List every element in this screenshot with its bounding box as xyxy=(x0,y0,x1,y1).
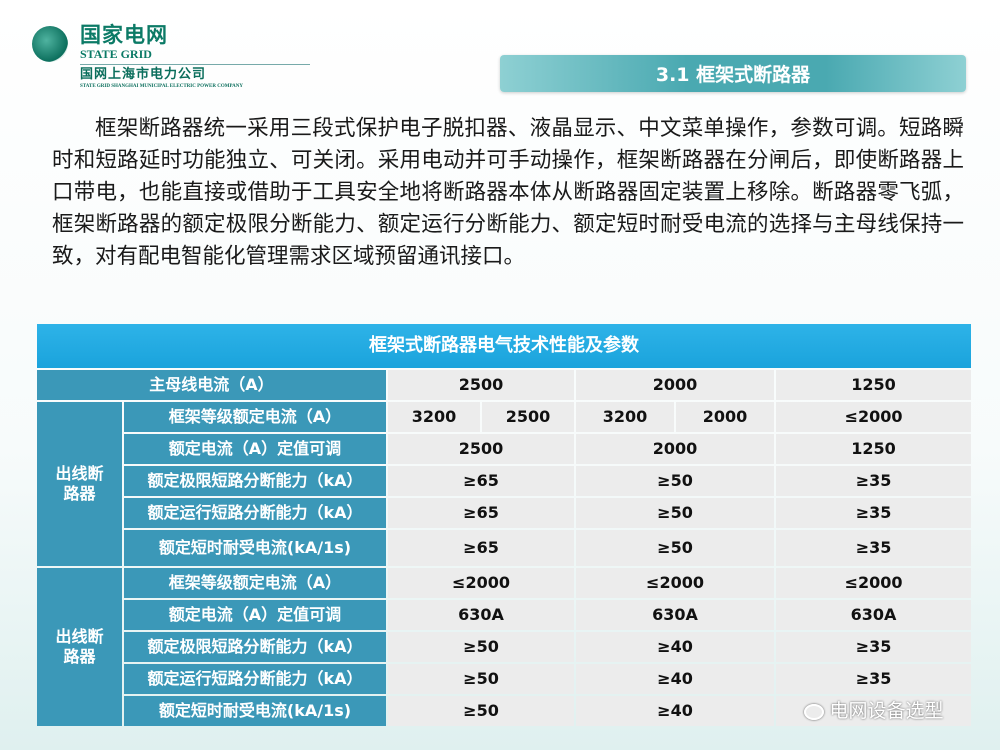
table-row: 额定运行短路分断能力（kA） ≥65 ≥50 ≥35 xyxy=(37,498,972,528)
cell: ≥40 xyxy=(576,664,774,694)
table-row: 额定极限短路分断能力（kA） ≥50 ≥40 ≥35 xyxy=(37,632,972,662)
body-paragraph: 框架断路器统一采用三段式保护电子脱扣器、液晶显示、中文菜单操作，参数可调。短路瞬… xyxy=(52,116,964,269)
row-label: 额定极限短路分断能力（kA） xyxy=(124,466,386,496)
table-row: 主母线电流（A） 2500 2000 1250 xyxy=(37,370,972,400)
cell: ≥50 xyxy=(388,632,574,662)
row-label: 额定短时耐受电流(kA/1s) xyxy=(124,530,386,566)
cell: ≥35 xyxy=(776,664,972,694)
cell: 1250 xyxy=(776,370,972,400)
table-row: 额定电流（A）定值可调 2500 2000 1250 xyxy=(37,434,972,464)
table-row: 额定短时耐受电流(kA/1s) ≥65 ≥50 ≥35 xyxy=(37,530,972,566)
table-row: 额定电流（A）定值可调 630A 630A 630A xyxy=(37,600,972,630)
cell: ≤2000 xyxy=(776,568,972,598)
row-label: 额定电流（A）定值可调 xyxy=(124,600,386,630)
cell: ≥40 xyxy=(576,632,774,662)
table-row: 出线断路器 框架等级额定电流（A） ≤2000 ≤2000 ≤2000 xyxy=(37,568,972,726)
table-row: 额定运行短路分断能力（kA） ≥50 ≥40 ≥35 xyxy=(37,664,972,694)
cell: 630A xyxy=(388,600,574,630)
cell: ≥65 xyxy=(388,530,574,566)
row-label: 框架等级额定电流（A） xyxy=(124,402,386,432)
cell: ≥35 xyxy=(776,632,972,662)
parameters-table: 框架式断路器电气技术性能及参数 主母线电流（A） 2500 2000 1250 … xyxy=(35,322,973,728)
section-title: 3.1 框架式断路器 xyxy=(500,55,966,92)
cell: ≤2000 xyxy=(776,402,972,432)
table-title-row: 框架式断路器电气技术性能及参数 xyxy=(37,324,972,368)
cell: ≥65 xyxy=(388,498,574,528)
table-row: 出线断路器 框架等级额定电流（A） 3200 2500 3200 2000 ≤2… xyxy=(37,402,972,566)
table-title: 框架式断路器电气技术性能及参数 xyxy=(37,324,972,368)
cell: 3200 xyxy=(576,402,674,432)
cell: 2000 xyxy=(676,402,774,432)
cell: 2000 xyxy=(576,370,774,400)
row-label: 额定运行短路分断能力（kA） xyxy=(124,664,386,694)
cell: ≤2000 xyxy=(576,568,774,598)
brand-en: STATE GRID xyxy=(80,47,152,61)
cell: ≥50 xyxy=(576,466,774,496)
table-row: 额定短时耐受电流(kA/1s) ≥50 ≥40 电网设备选型 xyxy=(37,696,972,726)
cell: 3200 xyxy=(388,402,480,432)
cell: 2500 xyxy=(482,402,574,432)
row-label: 主母线电流（A） xyxy=(37,370,386,400)
cell: ≥35 xyxy=(776,466,972,496)
row-label: 额定电流（A）定值可调 xyxy=(124,434,386,464)
table-row: 额定极限短路分断能力（kA） ≥65 ≥50 ≥35 xyxy=(37,466,972,496)
divider xyxy=(80,64,310,65)
company-cn: 国网上海市电力公司 xyxy=(80,67,207,82)
cell: 630A xyxy=(776,600,972,630)
cell: ≥40 xyxy=(576,696,774,726)
row-label: 额定极限短路分断能力（kA） xyxy=(124,632,386,662)
globe-logo-icon xyxy=(32,26,68,62)
row-label: 框架等级额定电流（A） xyxy=(124,568,386,598)
cell: 2000 xyxy=(576,434,774,464)
row-label: 额定短时耐受电流(kA/1s) xyxy=(124,696,386,726)
company-en: STATE GRID SHANGHAI MUNICIPAL ELECTRIC P… xyxy=(80,84,243,89)
watermark-text: 电网设备选型 xyxy=(829,700,944,722)
last-cell: 电网设备选型 xyxy=(776,696,972,726)
cell: ≥35 xyxy=(776,498,972,528)
cell: ≥35 xyxy=(776,530,972,566)
watermark: 电网设备选型 xyxy=(803,700,944,722)
cell: ≥50 xyxy=(388,664,574,694)
cell: ≥50 xyxy=(388,696,574,726)
cell: 630A xyxy=(576,600,774,630)
cell: ≥50 xyxy=(576,530,774,566)
wechat-icon xyxy=(803,703,824,720)
cell: ≥65 xyxy=(388,466,574,496)
cell: 1250 xyxy=(776,434,972,464)
group-label: 出线断路器 xyxy=(37,568,122,726)
cell: ≤2000 xyxy=(388,568,574,598)
brand-cn: 国家电网 xyxy=(80,23,168,47)
cell: 2500 xyxy=(388,370,574,400)
cell: ≥50 xyxy=(576,498,774,528)
row-label: 额定运行短路分断能力（kA） xyxy=(124,498,386,528)
group-label: 出线断路器 xyxy=(37,402,122,566)
cell: 2500 xyxy=(388,434,574,464)
